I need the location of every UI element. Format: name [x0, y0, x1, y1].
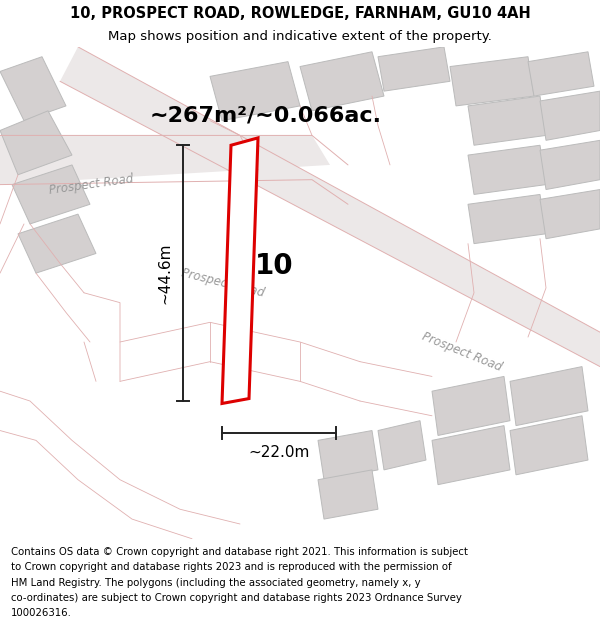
Polygon shape — [300, 52, 384, 111]
Text: to Crown copyright and database rights 2023 and is reproduced with the permissio: to Crown copyright and database rights 2… — [11, 562, 451, 572]
Polygon shape — [378, 47, 450, 91]
Polygon shape — [0, 57, 66, 121]
Polygon shape — [450, 57, 534, 106]
Text: Contains OS data © Crown copyright and database right 2021. This information is : Contains OS data © Crown copyright and d… — [11, 548, 468, 558]
Text: Prospect Road: Prospect Road — [420, 330, 504, 374]
Polygon shape — [468, 194, 546, 244]
Text: HM Land Registry. The polygons (including the associated geometry, namely x, y: HM Land Registry. The polygons (includin… — [11, 578, 421, 587]
Text: ~267m²/~0.066ac.: ~267m²/~0.066ac. — [150, 106, 382, 126]
Polygon shape — [540, 189, 600, 239]
Text: Prospect Road: Prospect Road — [180, 266, 266, 299]
Polygon shape — [0, 136, 330, 184]
Polygon shape — [318, 470, 378, 519]
Text: 10, PROSPECT ROAD, ROWLEDGE, FARNHAM, GU10 4AH: 10, PROSPECT ROAD, ROWLEDGE, FARNHAM, GU… — [70, 6, 530, 21]
Text: 100026316.: 100026316. — [11, 608, 71, 618]
Text: ~22.0m: ~22.0m — [248, 445, 310, 460]
Polygon shape — [528, 52, 594, 96]
Polygon shape — [432, 426, 510, 484]
Polygon shape — [222, 138, 258, 404]
Polygon shape — [510, 416, 588, 475]
Polygon shape — [210, 62, 300, 121]
Polygon shape — [378, 421, 426, 470]
Text: Map shows position and indicative extent of the property.: Map shows position and indicative extent… — [108, 30, 492, 43]
Text: co-ordinates) are subject to Crown copyright and database rights 2023 Ordnance S: co-ordinates) are subject to Crown copyr… — [11, 592, 461, 602]
Polygon shape — [12, 165, 90, 224]
Text: ~44.6m: ~44.6m — [157, 242, 172, 304]
Polygon shape — [510, 367, 588, 426]
Polygon shape — [318, 431, 378, 480]
Text: 10: 10 — [255, 252, 293, 280]
Polygon shape — [540, 91, 600, 141]
Polygon shape — [468, 96, 546, 145]
Polygon shape — [60, 47, 600, 367]
Polygon shape — [432, 376, 510, 436]
Polygon shape — [0, 111, 72, 175]
Polygon shape — [468, 145, 546, 194]
Polygon shape — [18, 214, 96, 273]
Polygon shape — [540, 141, 600, 189]
Text: Prospect Road: Prospect Road — [48, 173, 134, 197]
